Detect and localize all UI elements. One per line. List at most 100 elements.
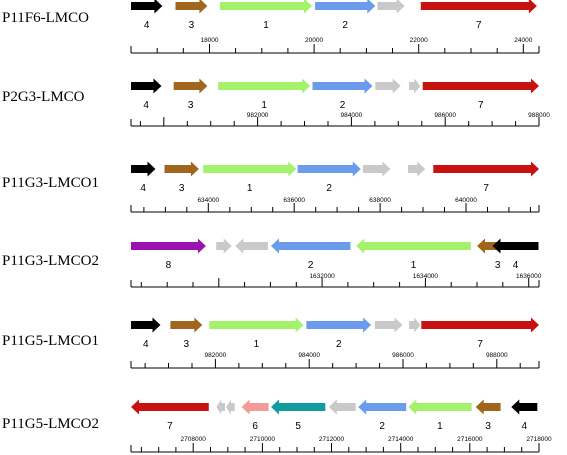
gene-track: 8 2 1 3 4 (131, 238, 539, 271)
coordinate-axis: 982000 984000 986000 988000 (130, 352, 540, 369)
tick-label: 984000 (341, 112, 363, 119)
gene-5-arrow (271, 399, 326, 415)
uncharacterized-gene-arrow (328, 399, 356, 415)
contig-panel: P2G3-LMCO 4 3 1 2 7 982000 984000 986000 988000 (2, 78, 550, 127)
gene-4-arrow (131, 317, 161, 333)
gene-number: 1 (411, 260, 417, 271)
gene-1-arrow (218, 78, 311, 94)
tick-label: 986000 (434, 112, 456, 119)
gene-number: 4 (513, 260, 519, 271)
tick-label: 2718000 (526, 436, 552, 443)
tick-label: 982000 (247, 112, 269, 119)
gene-number: 6 (252, 421, 258, 432)
coordinate-axis: 18000 20000 22000 24000 (130, 37, 540, 54)
tick-label: 982000 (205, 352, 227, 359)
gene-number: 1 (254, 339, 260, 350)
tick-label: 988000 (528, 112, 550, 119)
gene-2-arrow (297, 161, 361, 177)
tick-label: 634000 (197, 197, 219, 204)
gene-track: 4 3 1 2 7 (131, 78, 539, 111)
gene-number: 3 (184, 339, 190, 350)
gene-1-arrow (203, 161, 297, 177)
gene-7-arrow (421, 317, 539, 333)
contig-panel: P11F6-LMCO 4 3 1 2 7 18000 20000 22000 24000 (2, 0, 540, 54)
contig-label: P11F6-LMCO (2, 10, 89, 26)
gene-number: 4 (140, 183, 146, 194)
tick-label: 984000 (298, 352, 320, 359)
gene-number: 1 (437, 421, 443, 432)
gene-2-arrow (358, 399, 407, 415)
gene-2-arrow (271, 238, 351, 254)
contig-label: P2G3-LMCO (2, 89, 85, 105)
tick-label: 2708000 (181, 436, 207, 443)
tick-label: 988000 (486, 352, 508, 359)
gene-number: 4 (143, 339, 149, 350)
gene-number: 8 (166, 260, 172, 271)
uncharacterized-gene-arrow (374, 317, 403, 333)
gene-4-arrow (131, 78, 162, 94)
uncharacterized-gene-arrow (409, 78, 421, 94)
gene-number: 3 (495, 260, 501, 271)
gene-number: 5 (295, 421, 301, 432)
uncharacterized-gene-arrow (216, 399, 225, 415)
gene-2-arrow (312, 78, 373, 94)
contig-label: P11G3-LMCO2 (2, 253, 99, 269)
coordinate-axis: 982000 984000 986000 988000 (130, 112, 550, 127)
gene-number: 2 (340, 100, 346, 111)
gene-number: 1 (263, 20, 269, 31)
contig-label: P11G5-LMCO2 (2, 416, 99, 432)
gene-number: 2 (342, 20, 348, 31)
contig-label: P11G5-LMCO1 (2, 333, 99, 349)
tick-label: 24000 (514, 37, 532, 44)
gene-track: 4 3 1 2 7 (131, 317, 539, 350)
gene-4-arrow (131, 161, 156, 177)
coordinate-axis: 634000 636000 638000 640000 (130, 197, 540, 213)
gene-7-arrow (131, 399, 209, 415)
uncharacterized-gene-arrow (377, 0, 405, 14)
gene-3-arrow (475, 399, 501, 415)
tick-label: 2714000 (388, 436, 414, 443)
gene-7-arrow (420, 0, 537, 14)
gene-number: 2 (336, 339, 342, 350)
gene-number: 2 (308, 260, 314, 271)
gene-number: 3 (188, 100, 194, 111)
gene-3-arrow (173, 78, 208, 94)
contig-panel: P11G3-LMCO2 8 2 1 3 4 1632000 1634000 1636000 (2, 238, 542, 288)
coordinate-axis: 1632000 1634000 1636000 (130, 273, 542, 288)
gene-1-arrow (408, 399, 472, 415)
tick-label: 986000 (392, 352, 414, 359)
gene-1-arrow (356, 238, 471, 254)
gene-number: 7 (167, 421, 173, 432)
contig-panel: P11G3-LMCO1 4 3 1 2 7 634000 636000 638000 64000… (2, 161, 540, 213)
gene-number: 7 (483, 183, 489, 194)
gene-4-arrow (131, 0, 163, 14)
gene-6-arrow (241, 399, 269, 415)
uncharacterized-gene-arrow (375, 78, 401, 94)
gene-number: 2 (326, 183, 332, 194)
gene-2-arrow (315, 0, 376, 14)
uncharacterized-gene-arrow (216, 238, 232, 254)
gene-track: 4 3 1 2 7 (131, 0, 537, 31)
contig-panel: P11G5-LMCO1 4 3 1 2 7 982000 984000 986000 98800… (2, 317, 540, 369)
contig-label: P11G3-LMCO1 (2, 175, 99, 191)
gene-1-arrow (209, 317, 304, 333)
coordinate-axis: 2708000 2710000 2712000 2714000 2716000 27180… (130, 436, 552, 453)
gene-1-arrow (219, 0, 312, 14)
gene-4-arrow (492, 238, 539, 254)
gene-number: 3 (485, 421, 491, 432)
tick-label: 1632000 (309, 273, 335, 280)
gene-number: 4 (143, 100, 149, 111)
tick-label: 1634000 (413, 273, 439, 280)
uncharacterized-gene-arrow (226, 399, 235, 415)
gene-number: 2 (379, 421, 385, 432)
contig-panel: P11G5-LMCO2 7 6 5 2 1 3 4 2708000 2710000 2712000… (2, 399, 552, 453)
tick-label: 636000 (283, 197, 305, 204)
gene-2-arrow (306, 317, 372, 333)
uncharacterized-gene-arrow (362, 161, 391, 177)
tick-label: 638000 (369, 197, 391, 204)
gene-3-arrow (164, 161, 199, 177)
gene-number: 1 (261, 100, 267, 111)
tick-label: 18000 (200, 37, 218, 44)
gene-number: 4 (144, 20, 150, 31)
